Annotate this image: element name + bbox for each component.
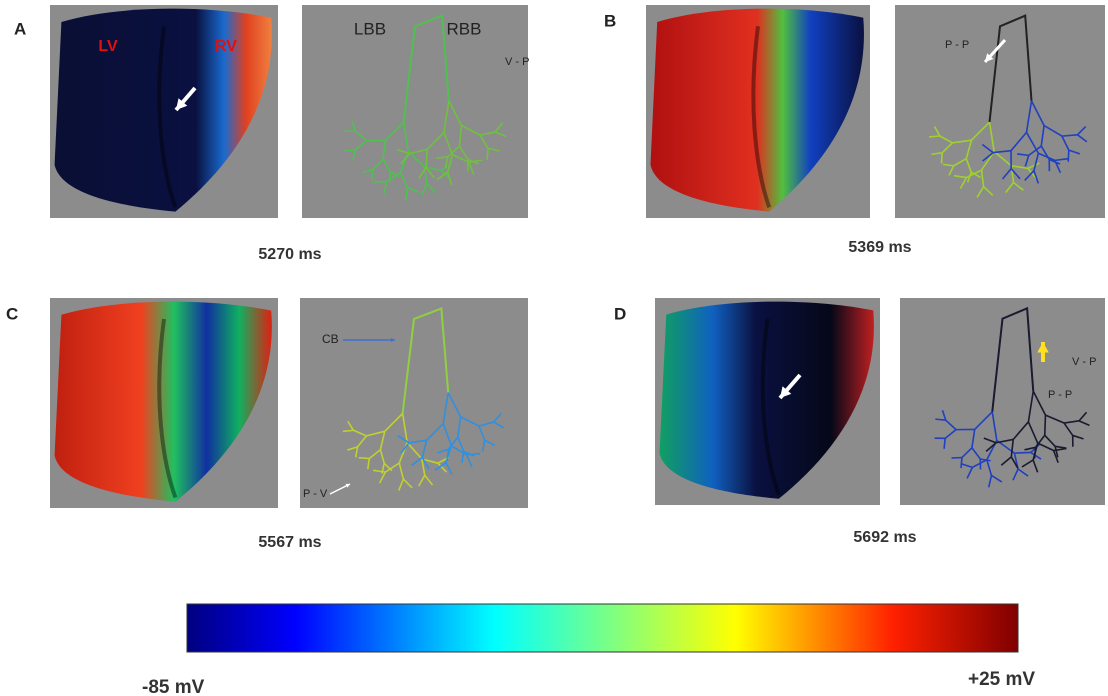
label: CB <box>322 332 339 346</box>
panel-letter: B <box>604 11 616 30</box>
purkinje-branch <box>944 438 945 448</box>
label: P - V <box>303 488 328 500</box>
label: LBB <box>354 19 386 38</box>
purkinje-branch <box>942 153 943 164</box>
purkinje-branch <box>359 458 370 459</box>
colorbar <box>187 604 1018 652</box>
purkinje-branch <box>935 419 945 420</box>
figure: A LV RV LBB RBB V - P 5270 ms B P - P 53… <box>0 0 1108 696</box>
image-background <box>900 298 1105 505</box>
label: P - P <box>945 39 969 51</box>
colorbar-max: +25 mV <box>968 669 1035 690</box>
purkinje-branch <box>1014 452 1030 453</box>
panel-letter: C <box>6 304 18 323</box>
panel-letter: A <box>14 19 26 38</box>
time-label: 5692 ms <box>853 529 916 546</box>
purkinje-branch <box>961 458 962 468</box>
purkinje-branch <box>1068 150 1069 162</box>
time-label: 5567 ms <box>258 534 321 551</box>
purkinje-branch <box>426 149 427 167</box>
label: LV <box>98 38 118 55</box>
image-background <box>895 5 1105 218</box>
purkinje-branch <box>929 136 940 137</box>
panel-letter: D <box>614 304 626 323</box>
purkinje-branch <box>1045 415 1046 435</box>
image-background <box>300 298 528 508</box>
colorbar-min: -85 mV <box>142 677 205 696</box>
purkinje-branch <box>487 148 488 160</box>
label: RV <box>215 38 237 55</box>
label: P - P <box>1048 389 1072 401</box>
time-label: 5270 ms <box>258 246 321 263</box>
label: RBB <box>447 19 482 38</box>
label: V - P <box>505 56 529 68</box>
label: V - P <box>1072 356 1096 368</box>
image-background <box>302 5 528 218</box>
time-label: 5369 ms <box>848 239 911 256</box>
panel-art <box>50 5 1105 508</box>
